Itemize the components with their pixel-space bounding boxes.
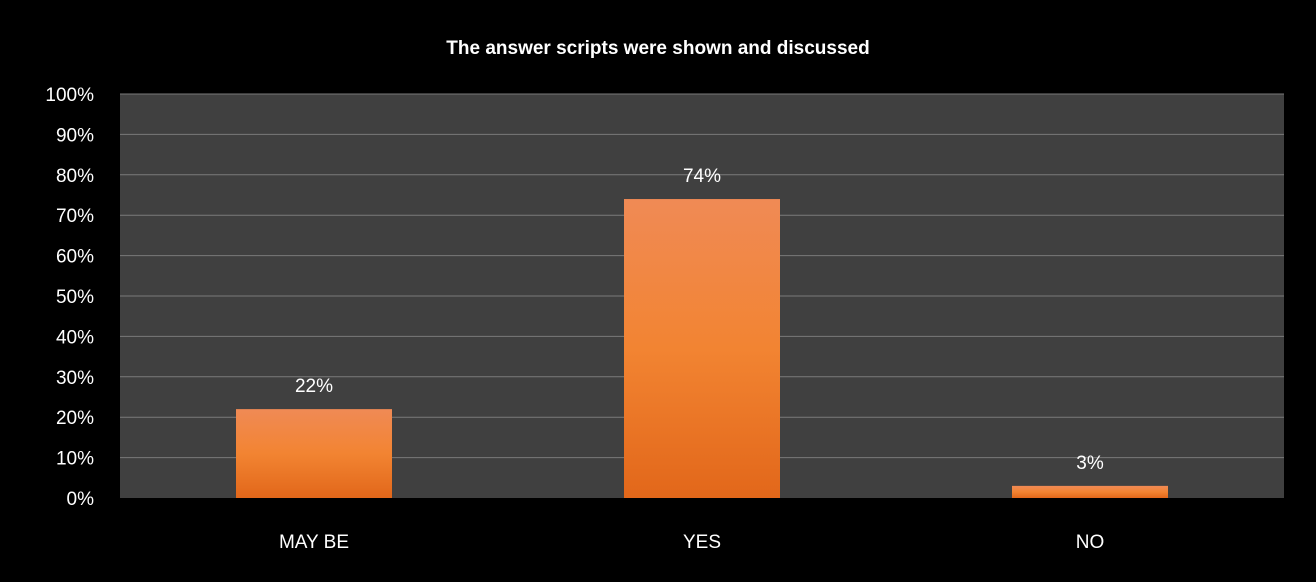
- bar-yes: [624, 199, 780, 499]
- y-tick-label: 70%: [56, 206, 94, 227]
- x-axis-ticks: MAY BE YES NO: [279, 532, 1104, 553]
- data-label: 22%: [295, 376, 333, 397]
- bars: [236, 199, 1168, 499]
- x-tick-label: MAY BE: [279, 532, 349, 553]
- y-tick-label: 50%: [56, 287, 94, 308]
- y-tick-label: 80%: [56, 166, 94, 187]
- y-tick-label: 10%: [56, 449, 94, 470]
- y-tick-label: 20%: [56, 408, 94, 429]
- chart-title: The answer scripts were shown and discus…: [446, 38, 869, 59]
- y-tick-label: 60%: [56, 247, 94, 268]
- y-axis-ticks: 0% 10% 20% 30% 40% 50% 60% 70% 80% 90% 100%: [45, 85, 94, 510]
- data-label: 3%: [1076, 453, 1104, 474]
- x-tick-label: NO: [1076, 532, 1105, 553]
- y-tick-label: 40%: [56, 327, 94, 348]
- data-labels: 22% 74% 3%: [295, 166, 1104, 474]
- data-label: 74%: [683, 166, 721, 187]
- y-tick-label: 100%: [45, 85, 94, 106]
- bar-may-be: [236, 409, 392, 498]
- y-tick-label: 90%: [56, 125, 94, 146]
- bar-no: [1012, 485, 1168, 498]
- y-tick-label: 30%: [56, 368, 94, 389]
- x-tick-label: YES: [683, 532, 721, 553]
- y-tick-label: 0%: [67, 489, 95, 510]
